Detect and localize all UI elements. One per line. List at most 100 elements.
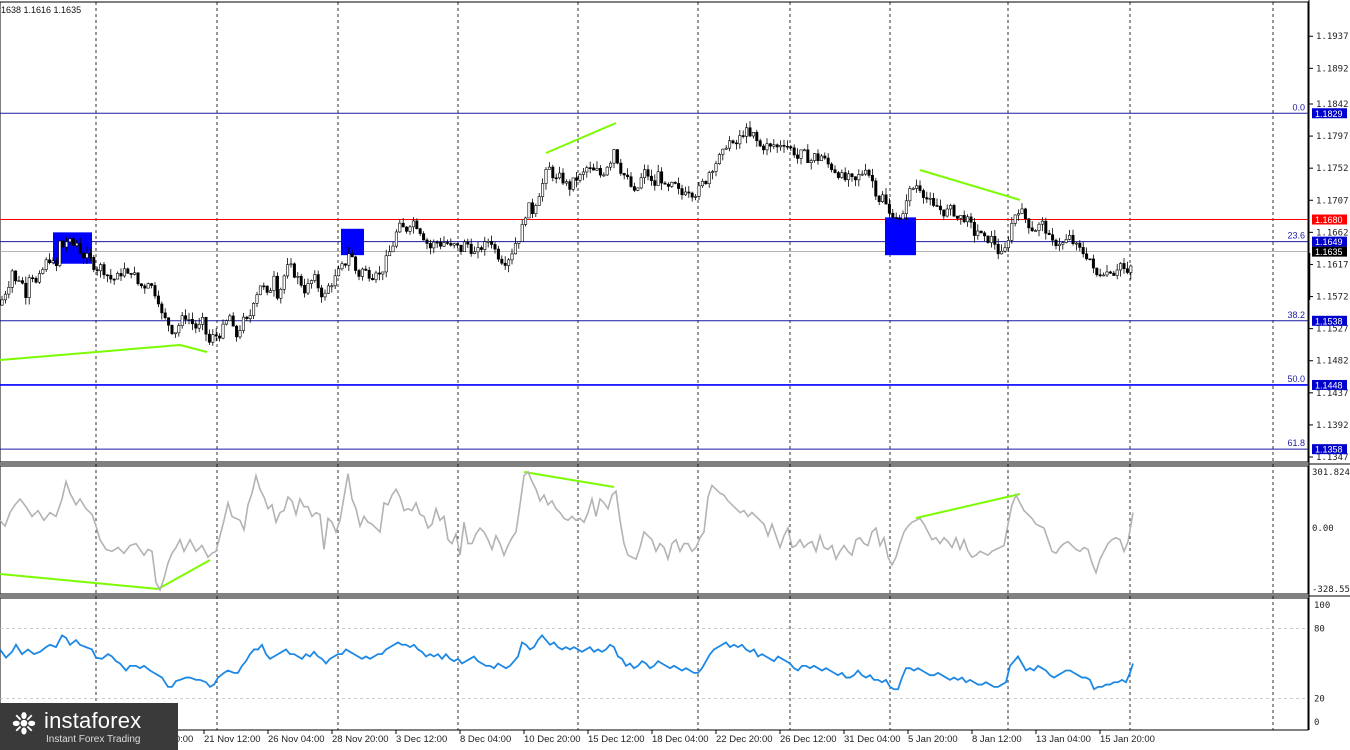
candle-body <box>796 154 800 159</box>
candle-body <box>364 268 368 271</box>
candle-body <box>187 319 191 321</box>
price-axis: 1.1937 1.1892 1.1842 1.1797 1.1752 1.1707 1.16… <box>1307 0 1350 730</box>
y-tick-label: 1.1937 <box>1316 32 1349 42</box>
candle-body <box>561 172 565 184</box>
y-tick-label: 1.1482 <box>1316 357 1349 367</box>
candle-body <box>479 247 483 250</box>
candle-body <box>245 316 249 319</box>
candle-body <box>717 154 721 164</box>
candle-body <box>714 163 718 172</box>
candle-body <box>772 144 776 147</box>
candle-body <box>513 243 517 255</box>
candle-body <box>996 244 1000 255</box>
candle-body <box>37 273 41 283</box>
divergence-line <box>0 344 181 361</box>
divergence-line <box>545 122 617 154</box>
instaforex-logo-icon: ❉ <box>11 707 37 742</box>
candle-body <box>663 182 667 185</box>
candle-body <box>833 169 837 173</box>
zone-box <box>885 217 916 256</box>
candle-body <box>649 175 653 181</box>
candle-body <box>262 285 266 288</box>
candle-body <box>435 241 439 244</box>
candle-body <box>1047 232 1051 235</box>
candle-body <box>785 145 789 148</box>
candle-body <box>153 285 157 297</box>
candle-body <box>102 264 106 276</box>
cci-tick-label: -328.5513 <box>1312 585 1350 595</box>
candle-body <box>969 216 973 223</box>
candle-body <box>558 172 562 179</box>
ohlc-header: 1638 1.1616 1.1635 <box>1 5 81 15</box>
candle-body <box>207 333 211 343</box>
candle-body <box>666 183 670 187</box>
candle-body <box>292 263 296 278</box>
candle-body <box>1068 235 1072 240</box>
candle-body <box>350 253 354 258</box>
candle-body <box>1125 268 1129 273</box>
price-tag-label: 1.1649 <box>1315 237 1343 247</box>
candle-body <box>75 242 79 246</box>
candle-body <box>1071 235 1075 244</box>
candle-body <box>1088 258 1092 261</box>
candle-body <box>194 323 198 329</box>
candle-body <box>1064 239 1068 243</box>
candle-body <box>483 241 487 250</box>
candle-body <box>180 315 184 326</box>
fib-label: 61.8 <box>1287 438 1305 448</box>
candle-body <box>554 177 558 180</box>
candle-body <box>734 142 738 145</box>
candle-body <box>330 285 334 288</box>
rsi-tick-label: 80 <box>1314 624 1325 634</box>
candle-body <box>0 299 4 306</box>
candle-body <box>541 183 545 197</box>
candlestick-series <box>0 121 1133 346</box>
candle-body <box>405 226 409 232</box>
candle-body <box>442 242 446 247</box>
x-tick-label: 18 Dec 04:00 <box>652 734 709 745</box>
candle-body <box>782 145 786 147</box>
candle-body <box>592 167 596 171</box>
candle-body <box>374 272 378 281</box>
candle-body <box>904 200 908 214</box>
candle-body <box>428 243 432 249</box>
divergence-line <box>915 493 1021 519</box>
candle-body <box>1098 274 1102 277</box>
candle-body <box>316 274 320 289</box>
candle-body <box>340 263 344 270</box>
candle-body <box>449 243 453 246</box>
candle-body <box>61 240 65 248</box>
divergence-line <box>919 169 1021 201</box>
candle-body <box>1057 243 1061 247</box>
candle-body <box>337 268 341 277</box>
candle-body <box>51 260 55 263</box>
candle-body <box>694 196 698 198</box>
candle-body <box>58 240 62 267</box>
candle-body <box>116 273 120 280</box>
price-tag <box>1312 108 1347 119</box>
x-tick-label: 5 Jan 20:00 <box>908 734 958 745</box>
y-tick-label: 1.1892 <box>1316 64 1349 74</box>
candle-body <box>109 274 113 280</box>
candle-body <box>1027 218 1031 229</box>
zone-box <box>341 228 364 256</box>
candle-body <box>190 319 194 325</box>
candle-body <box>806 149 810 163</box>
candle-body <box>136 272 140 285</box>
divergence-lines <box>0 122 1021 590</box>
candle-body <box>731 140 735 144</box>
candle-body <box>490 240 494 245</box>
candle-body <box>286 264 290 277</box>
candle-body <box>211 334 215 343</box>
y-tick-label: 1.1392 <box>1316 421 1349 431</box>
candle-body <box>1119 263 1123 271</box>
x-tick-label: 8 Dec 04:00 <box>460 734 511 745</box>
candle-body <box>711 171 715 173</box>
candle-body <box>585 167 589 173</box>
candle-body <box>252 303 256 316</box>
candle-body <box>847 173 851 181</box>
zone-boxes <box>53 217 916 264</box>
candle-body <box>1051 234 1055 241</box>
